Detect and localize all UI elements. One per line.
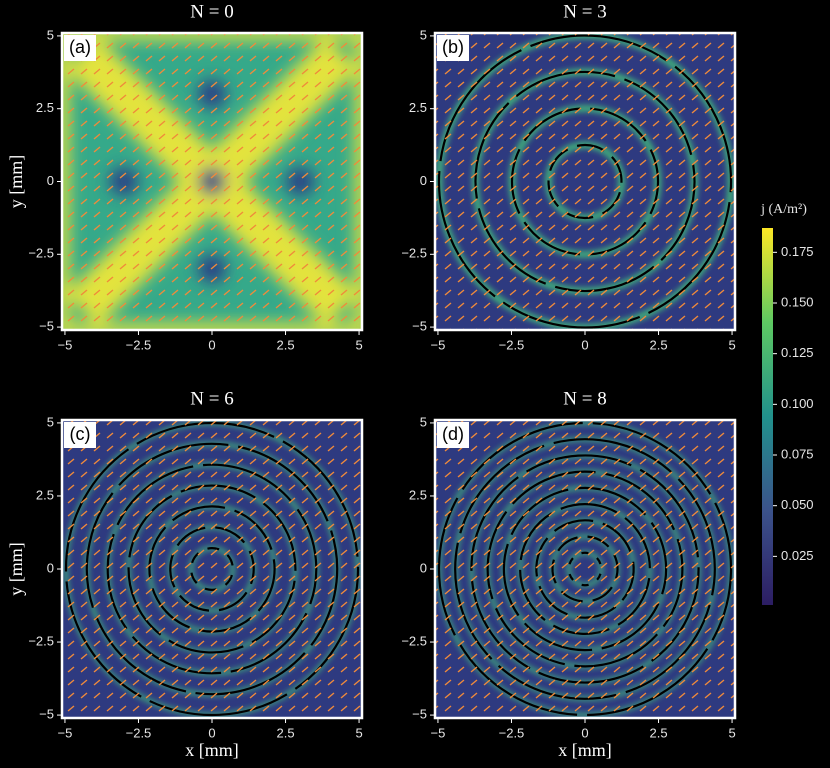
panel-field <box>435 420 735 718</box>
x-tick-label: −2.5 <box>126 337 152 352</box>
colorbar-tick-label: 0.075 <box>781 446 814 461</box>
current-arrows <box>62 420 362 718</box>
current-arrows <box>62 33 362 330</box>
y-tick-label: 5 <box>420 414 427 429</box>
x-tick-label: 0 <box>581 337 588 352</box>
x-tick-label: 2.5 <box>276 725 294 740</box>
x-tick-label: 2.5 <box>276 337 294 352</box>
panel-label-box <box>437 422 469 448</box>
x-tick-label: 5 <box>728 725 735 740</box>
y-tick-label: −2.5 <box>401 633 427 648</box>
panel-label: (c) <box>70 424 91 444</box>
colorbar-tick-label: 0.125 <box>781 345 814 360</box>
current-arrows <box>435 420 735 718</box>
x-tick-label: 5 <box>728 337 735 352</box>
panel-title: N = 6 <box>190 388 233 409</box>
panel-label: (a) <box>69 37 91 57</box>
panel-title: N = 8 <box>563 388 606 409</box>
y-tick-label: 0 <box>47 173 54 188</box>
colorbar-tick-label: 0.050 <box>781 497 814 512</box>
panel-title: N = 3 <box>563 1 606 22</box>
panel-label-box <box>64 35 96 61</box>
x-tick-label: 0 <box>208 337 215 352</box>
y-tick-label: 2.5 <box>36 487 54 502</box>
panel-label-box <box>64 422 96 448</box>
x-tick-label: 2.5 <box>649 337 667 352</box>
x-tick-label: 2.5 <box>649 725 667 740</box>
panel-label: (d) <box>442 424 464 444</box>
y-tick-label: −5 <box>39 319 54 334</box>
y-tick-label: 2.5 <box>409 100 427 115</box>
colorbar-tick-label: 0.150 <box>781 294 814 309</box>
colorbar-tick-label: 0.100 <box>781 396 814 411</box>
x-tick-label: −2.5 <box>499 725 525 740</box>
y-tick-label: −5 <box>412 319 427 334</box>
x-tick-label: 5 <box>355 337 362 352</box>
y-axis-label: y [mm] <box>6 155 26 209</box>
panel-field <box>435 33 735 330</box>
x-axis-label: x [mm] <box>185 740 239 760</box>
y-tick-label: −5 <box>39 707 54 722</box>
x-tick-label: 5 <box>355 725 362 740</box>
y-tick-label: −2.5 <box>28 246 54 261</box>
y-tick-label: 2.5 <box>409 487 427 502</box>
colorbar-label: j (A/m²) <box>760 202 807 217</box>
x-tick-label: 0 <box>581 725 588 740</box>
y-tick-label: −2.5 <box>401 246 427 261</box>
colorbar-tick-label: 0.175 <box>781 244 814 259</box>
current-arrows <box>435 33 735 330</box>
y-tick-label: −2.5 <box>28 633 54 648</box>
colorbar-tick-label: 0.025 <box>781 548 814 563</box>
x-tick-label: −2.5 <box>126 725 152 740</box>
x-tick-label: −5 <box>58 337 73 352</box>
panel-label-box <box>437 35 469 61</box>
x-tick-label: −2.5 <box>499 337 525 352</box>
y-tick-label: 5 <box>47 414 54 429</box>
panel-title: N = 0 <box>190 1 233 22</box>
y-tick-label: 5 <box>420 27 427 42</box>
colorbar <box>762 228 773 605</box>
panel-field <box>62 33 362 330</box>
y-tick-label: 2.5 <box>36 100 54 115</box>
x-tick-label: −5 <box>431 337 446 352</box>
x-tick-label: −5 <box>58 725 73 740</box>
x-tick-label: 0 <box>208 725 215 740</box>
y-tick-label: 0 <box>420 560 427 575</box>
panel-label: (b) <box>442 37 464 57</box>
x-axis-label: x [mm] <box>558 740 612 760</box>
y-tick-label: 0 <box>47 560 54 575</box>
y-tick-label: −5 <box>412 707 427 722</box>
x-tick-label: −5 <box>431 725 446 740</box>
panel-field <box>62 420 362 718</box>
y-axis-label: y [mm] <box>6 542 26 596</box>
y-tick-label: 0 <box>420 173 427 188</box>
y-tick-label: 5 <box>47 27 54 42</box>
